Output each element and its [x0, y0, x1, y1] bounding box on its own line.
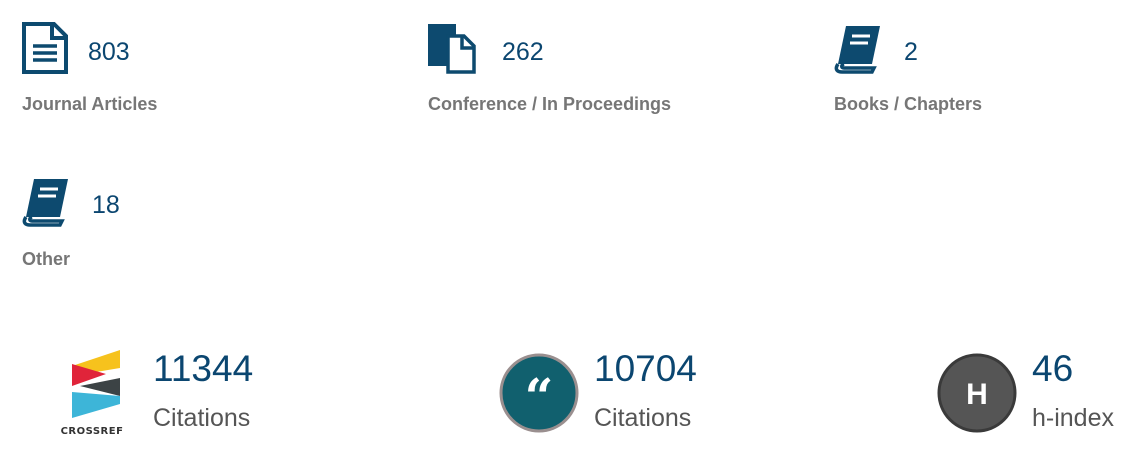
pub-label: Other [22, 249, 71, 269]
book-icon [834, 26, 880, 74]
metric-label: Citations [594, 404, 692, 432]
pub-count: 2 [904, 38, 918, 66]
metric-value: 10704 [594, 348, 697, 389]
pub-label: Books / Chapters [834, 94, 983, 114]
pub-count: 803 [88, 38, 130, 66]
svg-text:CROSSREF: CROSSREF [61, 426, 124, 437]
pub-count: 18 [92, 191, 120, 219]
metric-value: 11344 [153, 348, 254, 389]
metric-label: h-index [1032, 404, 1114, 432]
pub-count: 262 [502, 38, 544, 66]
document-icon [22, 22, 68, 74]
svg-text:H: H [966, 378, 988, 411]
metric-value: 46 [1032, 348, 1074, 389]
pub-label: Journal Articles [22, 94, 158, 114]
proceedings-icon [428, 24, 476, 74]
pub-label: Conference / In Proceedings [428, 94, 672, 114]
quote-icon: “ [499, 353, 579, 433]
svg-text:“: “ [525, 367, 554, 426]
h-index-icon: H [937, 353, 1017, 433]
book-icon [22, 179, 68, 227]
metric-label: Citations [153, 404, 251, 432]
crossref-logo: CROSSREF [61, 350, 124, 437]
